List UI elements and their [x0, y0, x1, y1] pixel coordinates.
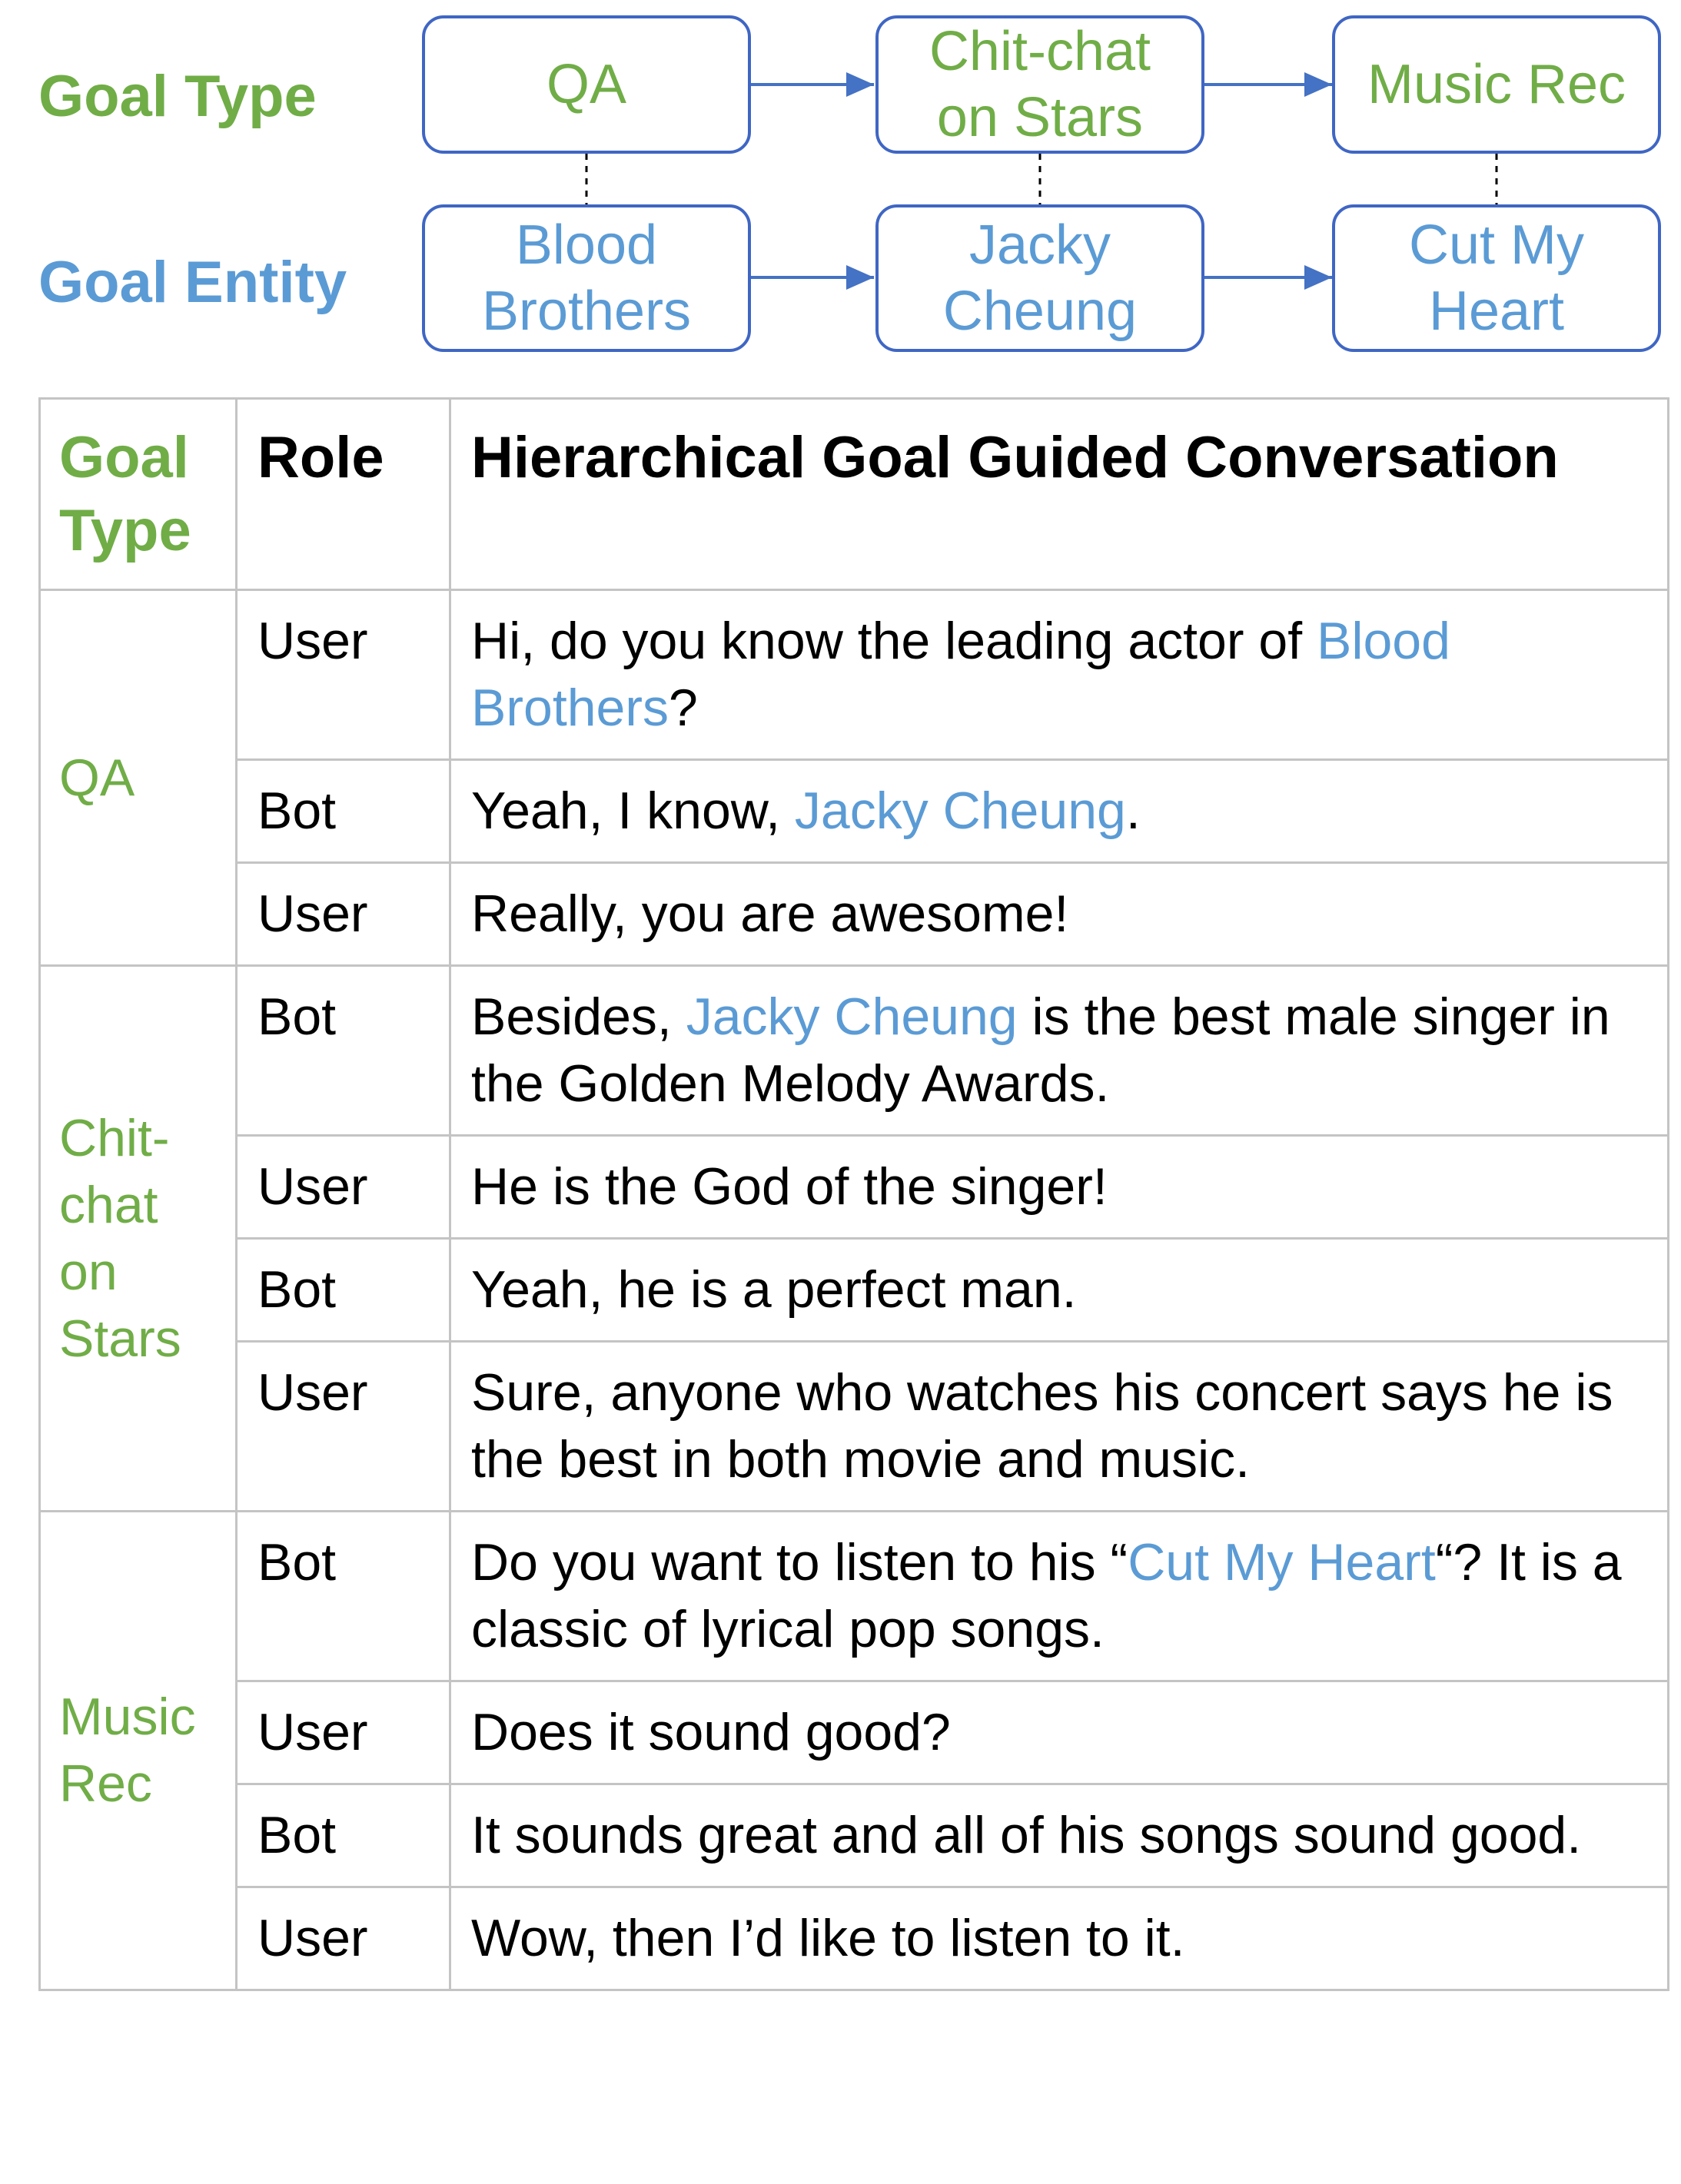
header-goal-type: Goal Type — [38, 397, 238, 591]
entity-mention: Jacky Cheung — [794, 782, 1126, 841]
utterance-text: Hi, do you know the leading actor of — [471, 612, 1317, 670]
goal-type-box-music-rec: Music Rec — [1332, 15, 1661, 154]
utterance-cell: Yeah, I know, Jacky Cheung. — [449, 758, 1669, 865]
utterance-text: Besides, — [471, 987, 686, 1047]
table-row: User Really, you are awesome! — [40, 861, 1669, 968]
goal-type-box-text: on Stars — [936, 87, 1144, 148]
role-cell: Bot — [235, 1783, 451, 1889]
utterance-cell: Does it sound good? — [449, 1680, 1669, 1786]
goal-entity-box-text: Jacky — [968, 214, 1111, 276]
role-cell: User — [235, 861, 451, 968]
utterance-text: Do you want to listen to his “ — [471, 1533, 1128, 1592]
role-cell: User — [235, 1134, 451, 1240]
goal-type-box-text: QA — [546, 53, 627, 115]
role-cell: Bot — [235, 1510, 451, 1683]
goal-type-box-chit-chat: Chit-chat on Stars — [875, 15, 1204, 154]
table-header-row: Goal Type Role Hierarchical Goal Guided … — [38, 397, 1669, 591]
goal-flow-connectors — [585, 72, 1498, 290]
utterance-cell: Wow, then I’d like to listen to it. — [449, 1886, 1669, 1992]
goal-entity-box-blood-brothers: Blood Brothers — [422, 204, 751, 352]
utterance-cell: It sounds great and all of his songs sou… — [449, 1783, 1669, 1889]
role-cell: User — [235, 588, 451, 762]
goal-type-box-qa: QA — [422, 15, 751, 154]
utterance-cell: Hi, do you know the leading actor of Blo… — [449, 588, 1669, 762]
utterance-text: Wow, then I’d like to listen to it. — [471, 1909, 1185, 1968]
goal-entity-box-cut-my-heart: Cut My Heart — [1332, 204, 1661, 352]
table-row: User Sure, anyone who watches his concert… — [40, 1340, 1669, 1513]
goal-entity-box-text: Heart — [1428, 280, 1565, 342]
goal-entity-box-text: Cut My — [1408, 214, 1585, 276]
entity-mention: Blood Brothers — [471, 612, 1450, 738]
table-row: User Does it sound good? — [40, 1680, 1669, 1786]
entity-mention: Jacky Cheung — [686, 987, 1018, 1047]
utterance-text: ? — [669, 679, 698, 738]
utterance-text: . — [1125, 782, 1141, 841]
goal-type-cell-line: on — [59, 1242, 118, 1301]
goal-entity-box-text: Brothers — [481, 280, 692, 342]
goal-type-cell-line: Rec — [59, 1754, 152, 1814]
goal-type-box-text: Chit-chat — [929, 20, 1151, 82]
conversation-body: QA User Hi, do you know the leading actor … — [38, 588, 1669, 1992]
header-goal-type-line: Goal — [59, 425, 189, 490]
table-row: QA User Hi, do you know the leading actor … — [38, 588, 1669, 968]
utterance-text: Really, you are awesome! — [471, 885, 1069, 944]
role-cell: Bot — [235, 758, 451, 865]
goal-entity-box-text: Blood — [515, 214, 658, 276]
utterance-text: “? It is a classic of lyrical pop songs. — [471, 1533, 1622, 1659]
utterance-cell: Yeah, he is a perfect man. — [449, 1237, 1669, 1343]
goal-type-cell-line: Chit- — [59, 1108, 170, 1167]
table-row: Bot It sounds great and all of his songs … — [40, 1783, 1669, 1889]
goal-entity-box-jacky-cheung: Jacky Cheung — [875, 204, 1204, 352]
utterance-cell: Do you want to listen to his “Cut My Hea… — [449, 1510, 1669, 1683]
table-row: Music Rec Bot Do you want to listen to his … — [38, 1510, 1669, 1992]
utterance-cell: Besides, Jacky Cheung is the best male s… — [449, 964, 1669, 1137]
goal-type-cell-line: QA — [59, 748, 135, 807]
goal-type-row-label: Goal Type — [38, 64, 317, 129]
table-row: Bot Yeah, I know, Jacky Cheung. — [40, 758, 1669, 865]
goal-type-cell-line: Music — [59, 1688, 196, 1747]
utterance-text: He is the God of the singer! — [471, 1157, 1108, 1216]
goal-type-cell: Chit-chat on Stars — [38, 964, 238, 1513]
role-cell: User — [235, 1886, 451, 1992]
entity-mention: Cut My Heart — [1128, 1533, 1436, 1592]
table-row: User Wow, then I’d like to listen to it. — [40, 1886, 1669, 1992]
goal-entity-row-label: Goal Entity — [38, 250, 347, 315]
header-conversation: Hierarchical Goal Guided Conversation — [449, 397, 1669, 591]
conversation-table: Goal Type Role Hierarchical Goal Guided … — [38, 397, 1669, 1992]
header-role: Role — [235, 397, 451, 591]
role-cell: Bot — [235, 964, 451, 1137]
goal-type-box-text: Music Rec — [1367, 53, 1626, 115]
goal-entity-box-text: Cheung — [942, 280, 1138, 342]
utterance-text: Yeah, I know, — [471, 782, 795, 841]
header-goal-type-line: Type — [59, 498, 191, 563]
goal-type-cell: Music Rec — [38, 1510, 238, 1992]
table-row: Bot Yeah, he is a perfect man. — [40, 1237, 1669, 1343]
utterance-cell: Sure, anyone who watches his concert say… — [449, 1340, 1669, 1513]
utterance-text: Does it sound good? — [471, 1703, 951, 1762]
utterance-text: Sure, anyone who watches his concert say… — [471, 1363, 1613, 1489]
table-row: Chit-chat on Stars Bot Besides, Jacky Cheung… — [38, 964, 1669, 1513]
utterance-text: is the best male singer in the Golden Me… — [471, 987, 1610, 1114]
goal-type-cell-line: chat — [59, 1175, 158, 1234]
table-row: User He is the God of the singer! — [40, 1134, 1669, 1240]
goal-type-cell-line: Stars — [59, 1309, 181, 1368]
utterance-cell: Really, you are awesome! — [449, 861, 1669, 968]
role-cell: User — [235, 1340, 451, 1513]
goal-type-cell: QA — [38, 588, 238, 968]
role-cell: Bot — [235, 1237, 451, 1343]
role-cell: User — [235, 1680, 451, 1786]
utterance-text: Yeah, he is a perfect man. — [471, 1260, 1077, 1319]
utterance-text: It sounds great and all of his songs sou… — [471, 1806, 1582, 1865]
utterance-cell: He is the God of the singer! — [449, 1134, 1669, 1240]
